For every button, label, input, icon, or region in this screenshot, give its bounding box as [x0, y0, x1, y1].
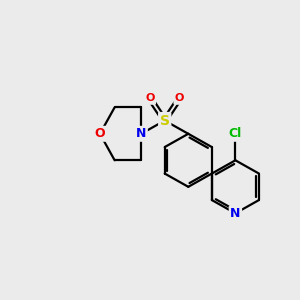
Text: N: N — [230, 207, 241, 220]
Text: S: S — [160, 114, 170, 128]
Text: O: O — [145, 94, 155, 103]
Text: N: N — [136, 127, 146, 140]
Text: Cl: Cl — [229, 127, 242, 140]
Text: O: O — [175, 94, 184, 103]
Text: O: O — [94, 127, 105, 140]
